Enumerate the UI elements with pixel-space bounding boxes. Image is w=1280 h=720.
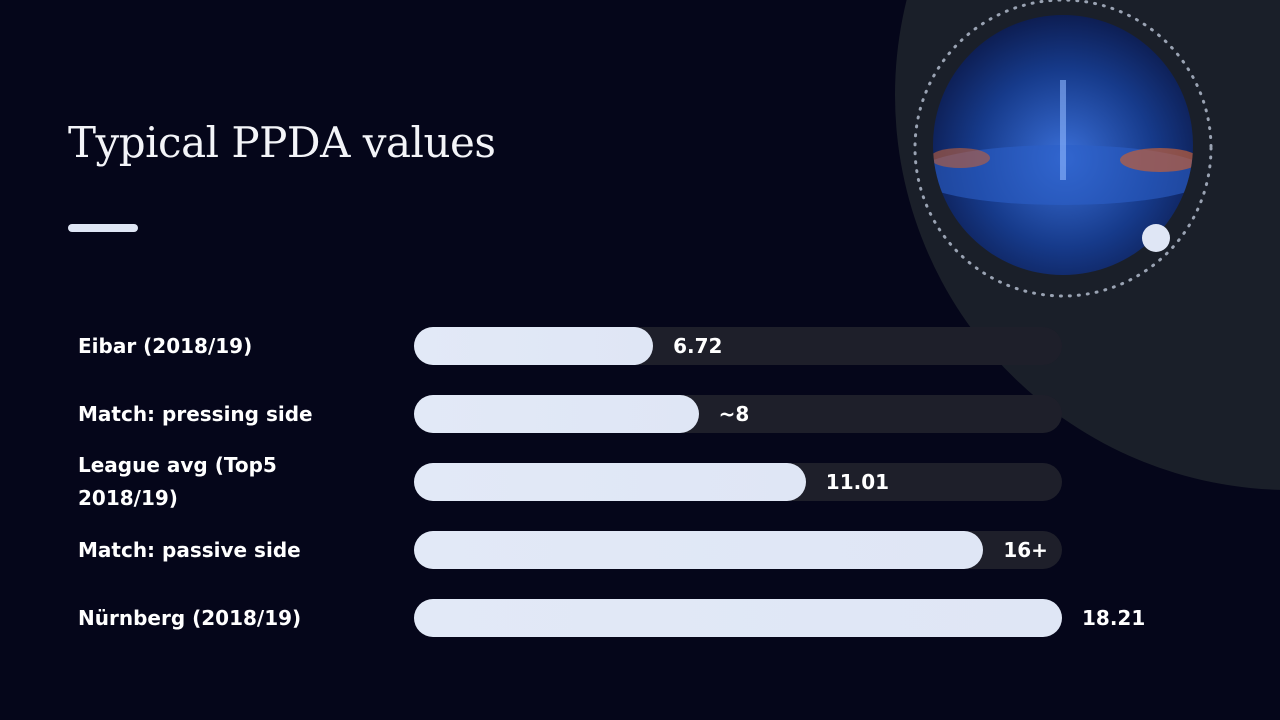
category-label: Match: pressing side	[78, 401, 313, 426]
bar	[414, 531, 984, 569]
value-label: 16+	[1003, 538, 1048, 562]
value-label: 6.72	[673, 334, 723, 358]
bar	[414, 599, 1062, 637]
value-label: 18.21	[1082, 606, 1146, 630]
bar	[414, 463, 806, 501]
bar	[414, 327, 654, 365]
category-label: League avg (Top5 2018/19)	[78, 453, 277, 510]
category-label: Nürnberg (2018/19)	[78, 605, 302, 630]
category-label: Match: passive side	[78, 537, 301, 562]
dotted-ring	[913, 0, 1213, 298]
accent-dot	[1142, 224, 1170, 252]
chart-title: Typical PPDA values	[68, 118, 496, 167]
value-label: 11.01	[825, 470, 890, 494]
bar	[414, 395, 699, 433]
category-label: Eibar (2018/19)	[78, 333, 253, 358]
value-label: ~8	[718, 402, 750, 426]
title-rule	[68, 224, 138, 232]
